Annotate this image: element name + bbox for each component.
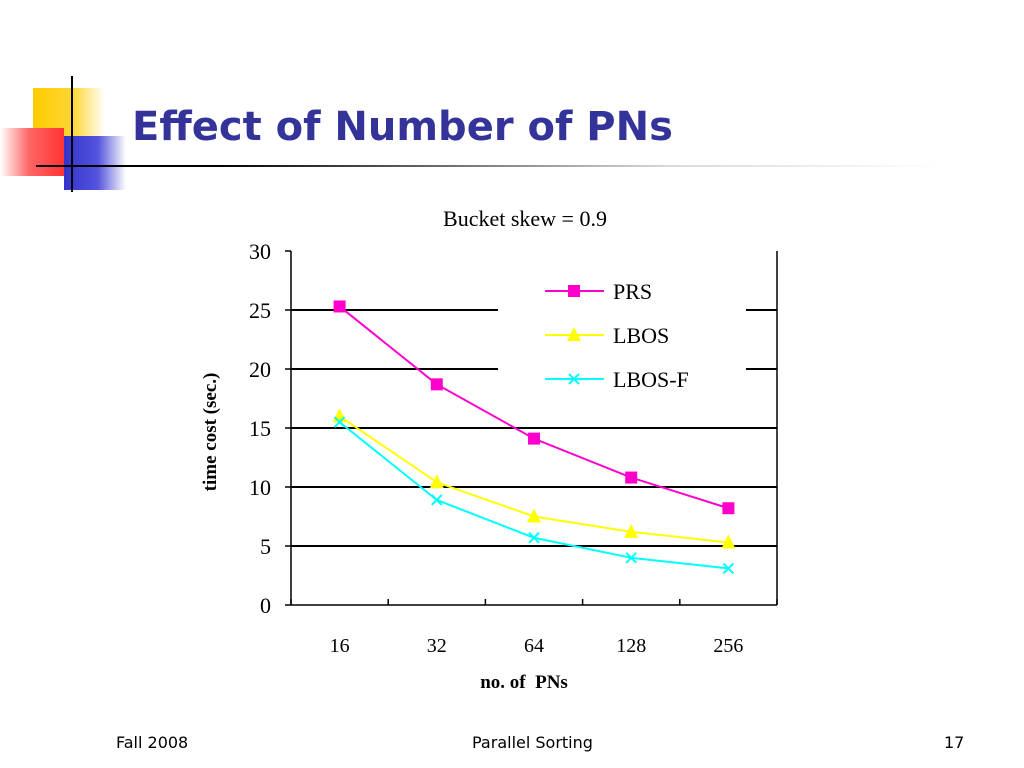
footer-title: Parallel Sorting xyxy=(472,733,593,752)
y-tick-label: 20 xyxy=(249,357,271,382)
legend-marker-lbos-f xyxy=(568,373,580,385)
legend-label-prs: PRS xyxy=(613,279,652,304)
data-point-lbos xyxy=(721,534,736,549)
plot-area: 0 5 10 15 20 25 30 16 32 64 128 256 PRS LBOS LBOS-F xyxy=(249,239,778,657)
legend-marker-prs xyxy=(568,285,580,297)
y-tick-label: 5 xyxy=(260,534,271,559)
y-tick-label: 10 xyxy=(249,475,271,500)
footer-date: Fall 2008 xyxy=(116,733,189,752)
data-point-prs xyxy=(528,432,540,445)
data-point-lbos-f xyxy=(625,552,637,564)
x-tick-label: 64 xyxy=(524,635,544,657)
legend-marker-lbos xyxy=(567,327,581,341)
x-tick-label: 32 xyxy=(427,635,447,657)
y-tick-label: 30 xyxy=(249,239,271,264)
y-tick-label: 0 xyxy=(260,593,271,618)
data-point-prs xyxy=(430,378,443,391)
x-tick-label: 128 xyxy=(616,635,646,657)
decor-red-square xyxy=(0,128,64,176)
y-axis-label: time cost (sec.) xyxy=(200,373,221,492)
data-point-prs xyxy=(722,502,735,515)
legend-box xyxy=(498,268,746,398)
data-point-lbos-f xyxy=(431,494,443,506)
footer-page-number: 17 xyxy=(944,733,965,752)
y-tick-label: 25 xyxy=(249,298,271,323)
data-point-lbos xyxy=(429,474,444,489)
legend-label-lbos: LBOS xyxy=(613,323,669,348)
legend-label-lbos-f: LBOS-F xyxy=(613,367,689,392)
y-tick-label: 15 xyxy=(249,416,271,441)
data-point-prs xyxy=(625,471,638,484)
data-point-lbos xyxy=(527,508,541,523)
data-point-lbos-f xyxy=(333,416,346,428)
decor-vertical-line xyxy=(71,76,73,192)
x-tick-label: 256 xyxy=(713,635,743,657)
data-point-lbos-f xyxy=(528,532,540,544)
x-tick-label: 16 xyxy=(330,635,350,657)
data-point-lbos xyxy=(624,523,639,538)
decor-blue-square xyxy=(64,136,126,190)
data-point-prs xyxy=(333,300,346,313)
decor-horizontal-line xyxy=(36,165,940,167)
slide-title: Effect of Number of PNs xyxy=(132,104,673,150)
data-point-lbos-f xyxy=(722,562,735,575)
chart-title: Bucket skew = 0.9 xyxy=(443,206,607,231)
x-axis-label: no. of PNs xyxy=(480,672,568,693)
